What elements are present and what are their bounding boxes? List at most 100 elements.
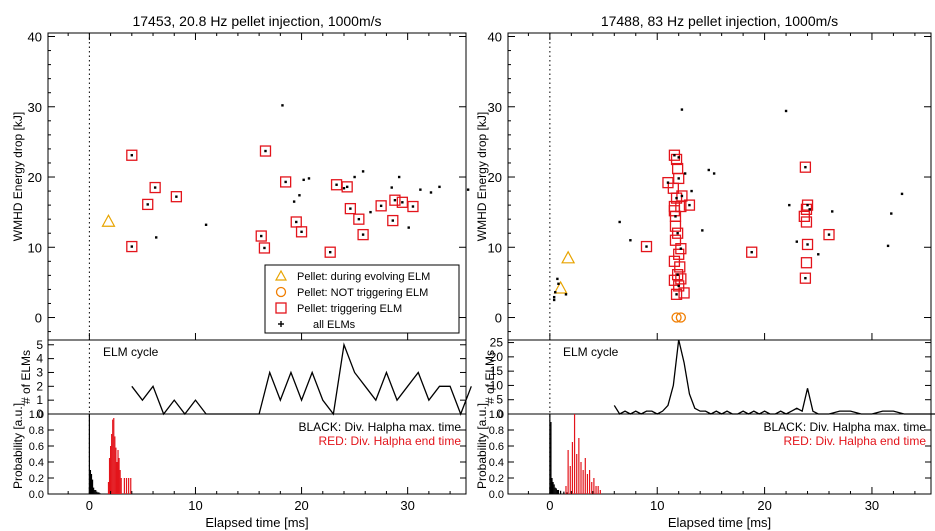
elm-point	[335, 183, 338, 186]
elm-point	[629, 239, 632, 242]
elm-point	[680, 194, 684, 198]
probability-panel-frame	[507, 413, 932, 495]
elm-point	[345, 185, 349, 189]
annotation-text: BLACK: Div. Halpha max. time	[764, 420, 927, 434]
y-tick-label: 0	[495, 311, 502, 326]
elm-point	[361, 233, 365, 236]
elm-point	[564, 293, 568, 296]
square-marker	[746, 246, 758, 258]
y-tick-label: 30	[488, 100, 502, 115]
x-tick-label: 30	[400, 498, 414, 513]
elm-point	[677, 177, 680, 180]
elm-point	[556, 277, 559, 281]
y-tick-label: 0.4	[29, 457, 44, 469]
elm-point	[130, 245, 134, 248]
y-axis-label: WMHD Energy drop [kJ]	[11, 112, 25, 241]
main-panel-frame	[507, 32, 932, 341]
elm-point	[676, 273, 679, 276]
circle-marker	[671, 312, 682, 323]
y-tick-label: 20	[490, 350, 504, 364]
elm-point	[680, 108, 684, 111]
elm-point	[361, 170, 365, 173]
elm-point	[886, 244, 890, 248]
elm-point	[302, 178, 305, 182]
elm-point	[707, 168, 710, 172]
elm-point	[645, 245, 648, 248]
square-marker	[640, 240, 653, 253]
y-axis-label: # of ELMs	[19, 350, 33, 404]
elm-point	[175, 195, 178, 198]
elm-point	[683, 172, 687, 175]
square-marker	[407, 200, 419, 213]
y-tick-label: 2	[36, 379, 43, 393]
square-marker	[324, 246, 336, 258]
x-axis-label: Elapsed time [ms]	[205, 515, 308, 530]
y-tick-label: 40	[488, 30, 502, 45]
y-tick-label: 0.2	[489, 473, 504, 485]
square-marker	[170, 191, 183, 203]
square-marker	[670, 153, 683, 166]
elm-point	[379, 204, 383, 208]
x-tick-label: 20	[294, 498, 308, 513]
square-marker	[341, 181, 353, 193]
square-marker	[149, 181, 161, 194]
elm-point	[750, 250, 753, 254]
elm-point	[466, 188, 470, 191]
y-tick-label: 1.0	[29, 409, 44, 421]
square-marker	[801, 238, 814, 251]
elm-point	[411, 205, 415, 208]
y-tick-label: 0	[36, 407, 43, 421]
square-marker	[389, 194, 401, 206]
elm-point	[329, 250, 332, 254]
square-marker	[353, 213, 365, 225]
elm-point	[349, 207, 352, 210]
elm-point	[146, 203, 149, 206]
elm-point	[712, 172, 716, 175]
elm-point	[357, 217, 361, 221]
square-marker	[671, 227, 684, 239]
elm-point	[552, 295, 556, 299]
elm-point	[369, 210, 372, 214]
y-tick-label: 30	[28, 100, 42, 115]
legend-label: Pellet: triggering ELM	[297, 303, 402, 315]
elm-point	[419, 188, 422, 191]
elm-point	[292, 200, 296, 203]
elm-point	[827, 233, 831, 236]
elm-point	[666, 181, 670, 184]
x-tick-label: 20	[757, 498, 771, 513]
legend-circle-marker	[275, 286, 287, 298]
square-marker	[668, 149, 681, 161]
elm-point	[679, 247, 683, 250]
elm-point	[806, 243, 809, 246]
legend-square-marker	[275, 302, 287, 314]
square-marker	[674, 261, 686, 273]
elm-point	[264, 149, 267, 153]
x-axis-label: Elapsed time [ms]	[668, 515, 771, 530]
y-tick-label: 0.2	[29, 473, 44, 485]
y-tick-label: 5	[496, 393, 503, 407]
x-tick-label: 10	[650, 498, 664, 513]
elm-point	[554, 291, 557, 294]
square-marker	[678, 287, 690, 299]
triangle-marker	[553, 280, 568, 294]
y-tick-label: 20	[28, 170, 42, 185]
square-marker	[675, 273, 687, 285]
y-tick-label: 0.8	[489, 425, 504, 437]
square-marker	[126, 240, 138, 253]
x-tick-label: 10	[188, 498, 202, 513]
elm-point	[281, 104, 284, 107]
elm-point	[831, 210, 834, 213]
annotation-text: RED: Div. Halpha end time	[319, 434, 462, 448]
elm-point	[674, 215, 677, 218]
square-marker	[259, 145, 272, 157]
elm-point	[690, 189, 693, 193]
square-marker	[142, 198, 154, 211]
elm-point	[155, 236, 158, 239]
square-marker	[357, 228, 369, 241]
elm-point	[298, 194, 301, 197]
x-tick-label: 0	[86, 498, 93, 513]
elm-point	[900, 192, 904, 196]
y-tick-label: 5	[36, 338, 43, 352]
elm-point	[391, 219, 394, 222]
